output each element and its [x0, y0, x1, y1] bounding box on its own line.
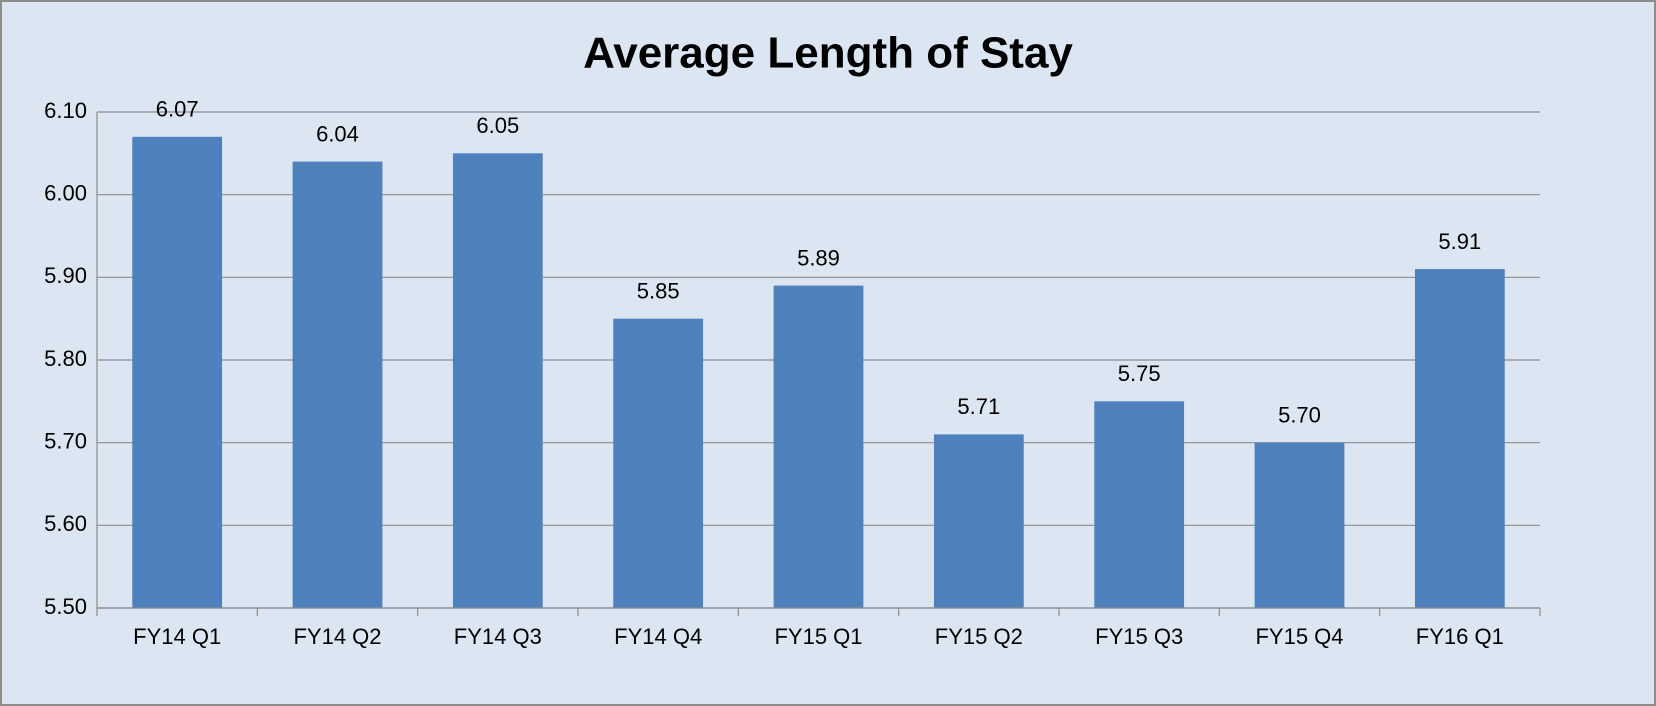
y-tick-label: 6.10 [44, 98, 87, 123]
x-tick-label: FY14 Q3 [454, 624, 542, 649]
bar [1254, 442, 1345, 608]
x-tick-label: FY14 Q4 [614, 624, 702, 649]
y-tick-label: 6.00 [44, 180, 87, 205]
data-label: 5.89 [797, 245, 840, 270]
data-label: 5.70 [1278, 402, 1321, 427]
y-tick-label: 5.60 [44, 511, 87, 536]
bar [1094, 401, 1185, 608]
data-label: 5.75 [1118, 361, 1161, 386]
x-tick-label: FY15 Q1 [774, 624, 862, 649]
bar [132, 136, 223, 609]
data-label: 6.05 [476, 113, 519, 138]
x-tick-label: FY14 Q1 [133, 624, 221, 649]
bar [292, 161, 383, 608]
bar [1414, 269, 1505, 608]
y-tick-label: 5.80 [44, 346, 87, 371]
bar [613, 318, 704, 608]
x-tick-label: FY14 Q2 [293, 624, 381, 649]
bar [933, 434, 1024, 608]
bar [452, 153, 543, 609]
chart-title: Average Length of Stay [583, 29, 1073, 78]
y-tick-label: 5.50 [44, 594, 87, 619]
x-tick-label: FY15 Q2 [935, 624, 1023, 649]
data-label: 6.07 [156, 97, 199, 122]
x-tick-label: FY16 Q1 [1416, 624, 1504, 649]
x-tick-label: FY15 Q3 [1095, 624, 1183, 649]
data-label: 6.04 [316, 121, 359, 146]
y-tick-label: 5.70 [44, 428, 87, 453]
data-label: 5.85 [637, 278, 680, 303]
data-label: 5.71 [957, 394, 1000, 419]
x-tick-label: FY15 Q4 [1255, 624, 1343, 649]
bar [773, 285, 864, 608]
data-label: 5.91 [1438, 229, 1481, 254]
y-tick-label: 5.90 [44, 263, 87, 288]
